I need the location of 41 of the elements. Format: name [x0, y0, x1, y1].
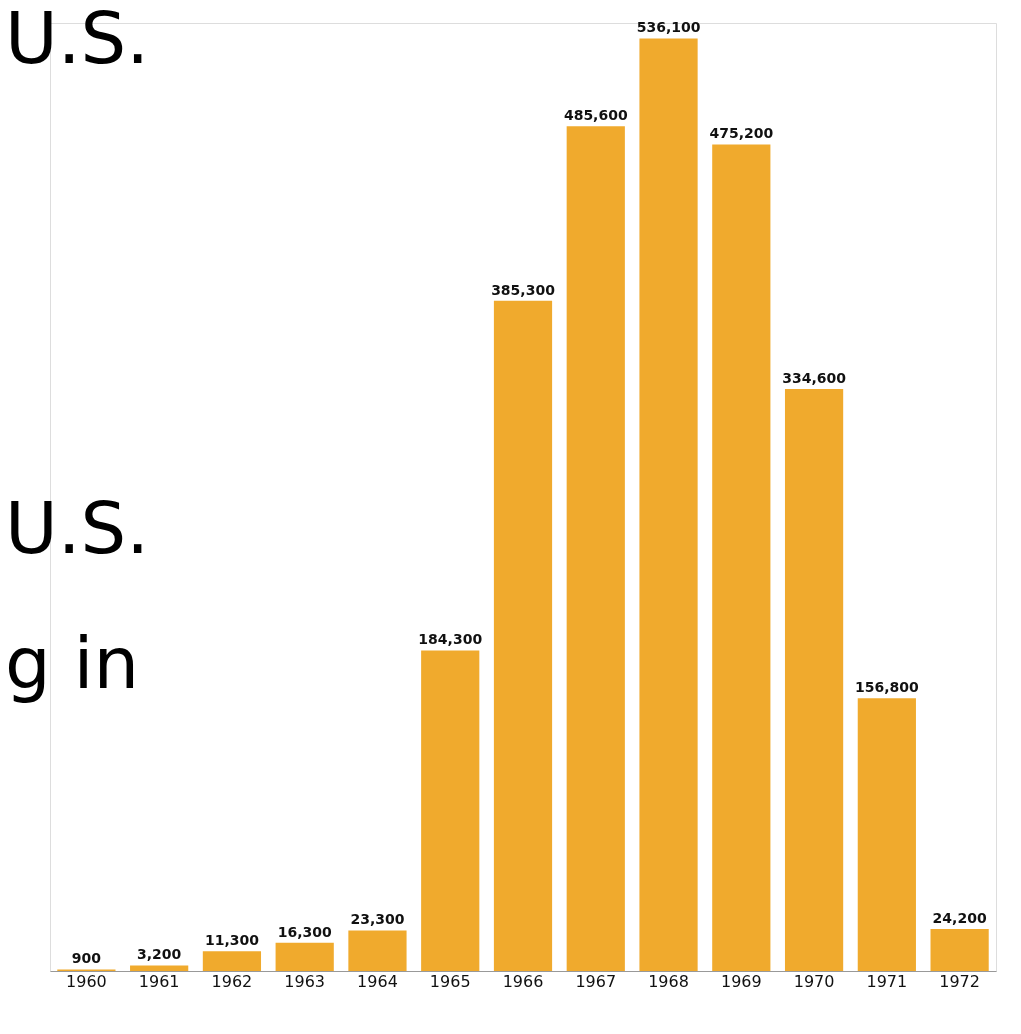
- x-tick-label: 1969: [720, 971, 762, 991]
- bar: [712, 144, 771, 971]
- x-tick-label: 1964: [357, 971, 398, 991]
- data-label: 3,200: [137, 946, 182, 963]
- annotation: g in: [5, 621, 140, 705]
- bar: [421, 650, 480, 971]
- data-label: 24,200: [932, 909, 987, 926]
- data-label: 23,300: [350, 911, 405, 928]
- x-tick-label: 1972: [939, 971, 980, 991]
- data-label: 536,100: [636, 19, 701, 36]
- x-tick-label: 1968: [648, 971, 689, 991]
- x-tick-label: 1962: [211, 971, 253, 991]
- data-label: 385,300: [491, 281, 556, 298]
- data-label: 16,300: [277, 923, 332, 940]
- x-tick-label: 1965: [429, 971, 471, 991]
- annotation: U.S.: [5, 486, 150, 570]
- data-label: 11,300: [204, 932, 260, 949]
- x-tick-label: 1961: [138, 971, 180, 991]
- bar: [930, 928, 989, 971]
- annotation: U.S.: [5, 0, 150, 80]
- data-label: 485,600: [563, 107, 628, 124]
- bar: [493, 300, 553, 971]
- bar: [639, 38, 698, 971]
- data-label: 334,600: [782, 369, 847, 386]
- bar: [130, 965, 189, 971]
- bar: [784, 388, 844, 971]
- bar: [275, 942, 334, 971]
- x-tick-label: 1967: [575, 971, 617, 991]
- data-label: 475,200: [709, 125, 774, 142]
- x-tick-label: 1966: [502, 971, 544, 991]
- x-tick-label: 1960: [66, 971, 107, 991]
- x-tick-label: 1970: [793, 971, 835, 991]
- bar: [566, 126, 625, 971]
- x-tick-label: 1963: [284, 971, 326, 991]
- data-label: 900: [71, 950, 102, 967]
- data-label: 156,800: [854, 679, 919, 696]
- x-tick-label: 1971: [866, 971, 908, 991]
- bar: [857, 698, 916, 971]
- data-label: 184,300: [418, 631, 483, 648]
- bar: [202, 951, 262, 971]
- bar: [348, 930, 407, 971]
